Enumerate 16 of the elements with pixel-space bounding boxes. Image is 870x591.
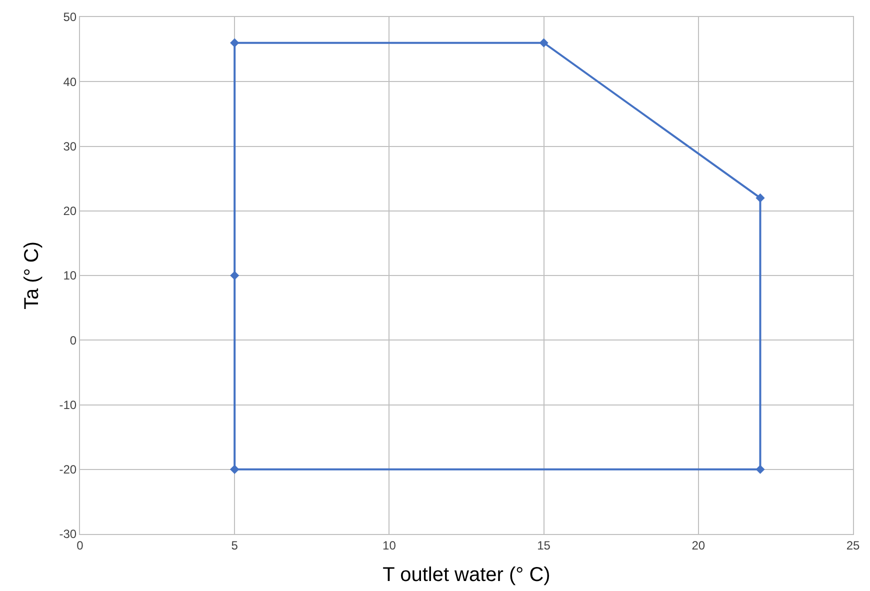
x-tick-label: 5	[231, 538, 238, 552]
x-tick-label: 15	[537, 538, 551, 552]
y-tick-label: 40	[63, 74, 77, 89]
y-tick-label: 20	[63, 204, 77, 218]
y-tick-label: -30	[59, 527, 77, 542]
y-tick-label: 0	[70, 333, 77, 348]
y-tick-label: -10	[59, 398, 77, 412]
x-tick-label: 25	[846, 538, 860, 552]
y-tick-label: 10	[63, 268, 77, 283]
y-axis-title: Ta (° C)	[20, 242, 43, 310]
y-tick-label: 50	[63, 10, 77, 24]
y-tick-label: -20	[59, 462, 77, 477]
x-axis-title: T outlet water (° C)	[382, 564, 550, 586]
x-tick-label: 10	[382, 538, 396, 552]
y-tick-label: 30	[63, 139, 77, 154]
x-tick-label: 20	[692, 538, 706, 552]
